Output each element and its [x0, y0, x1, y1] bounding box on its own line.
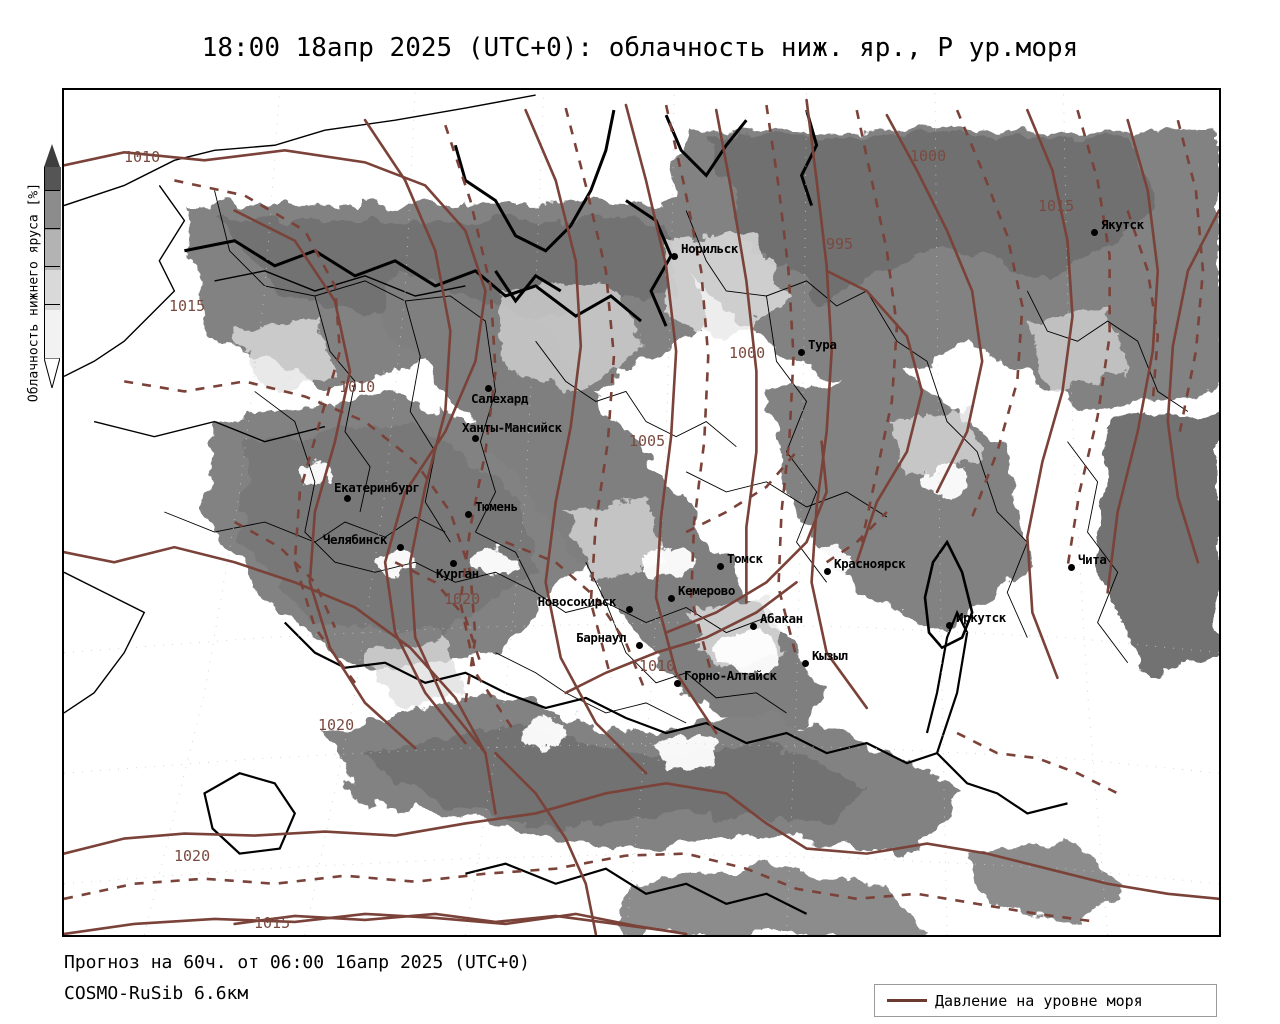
isobar-label: 1020	[174, 847, 211, 865]
isobar-label: 1010	[124, 148, 161, 166]
map-canvas	[64, 90, 1219, 935]
colorbar-bottom-arrow	[44, 358, 60, 388]
isobar-label: 1010	[339, 378, 376, 396]
isobar-label: 1015	[1038, 197, 1075, 215]
page-title: 18:00 18апр 2025 (UTC+0): облачность ниж…	[201, 33, 1079, 63]
isobar-label: 1000	[729, 344, 766, 362]
pressure-line-icon	[887, 999, 927, 1002]
forecast-info-line: Прогноз на 60ч. от 06:00 16апр 2025 (UTC…	[64, 952, 530, 973]
isobar-label: 995	[826, 235, 854, 253]
legend-label: Давление на уровне моря	[935, 991, 1143, 1010]
colorbar-segment-divider	[44, 228, 60, 229]
colorbar-segment-divider	[44, 266, 60, 267]
colorbar-axis-label: Облачность нижнего яруса [%]	[26, 182, 42, 403]
isobar-label: 1020	[444, 590, 481, 608]
colorbar: Облачность нижнего яруса [%] 90 70 50 30…	[0, 130, 78, 530]
isobar-label: 1000	[910, 147, 947, 165]
model-info-line: COSMO-RuSib 6.6км	[64, 983, 249, 1004]
isobar-label: 1015	[254, 914, 291, 932]
colorbar-gradient	[44, 167, 61, 358]
colorbar-segment-divider	[44, 304, 60, 305]
weather-map[interactable]: 1010 1000 1015 1015 995 1000 1010 1005 1…	[62, 88, 1221, 937]
isobar-label: 1020	[318, 716, 355, 734]
isobar-label: 1005	[629, 432, 666, 450]
colorbar-top-arrow	[44, 144, 60, 167]
isobar-label: 1015	[169, 297, 206, 315]
legend: Давление на уровне моря	[874, 984, 1217, 1017]
isobar-label: 1010	[639, 657, 676, 675]
colorbar-segment-divider	[44, 190, 60, 191]
